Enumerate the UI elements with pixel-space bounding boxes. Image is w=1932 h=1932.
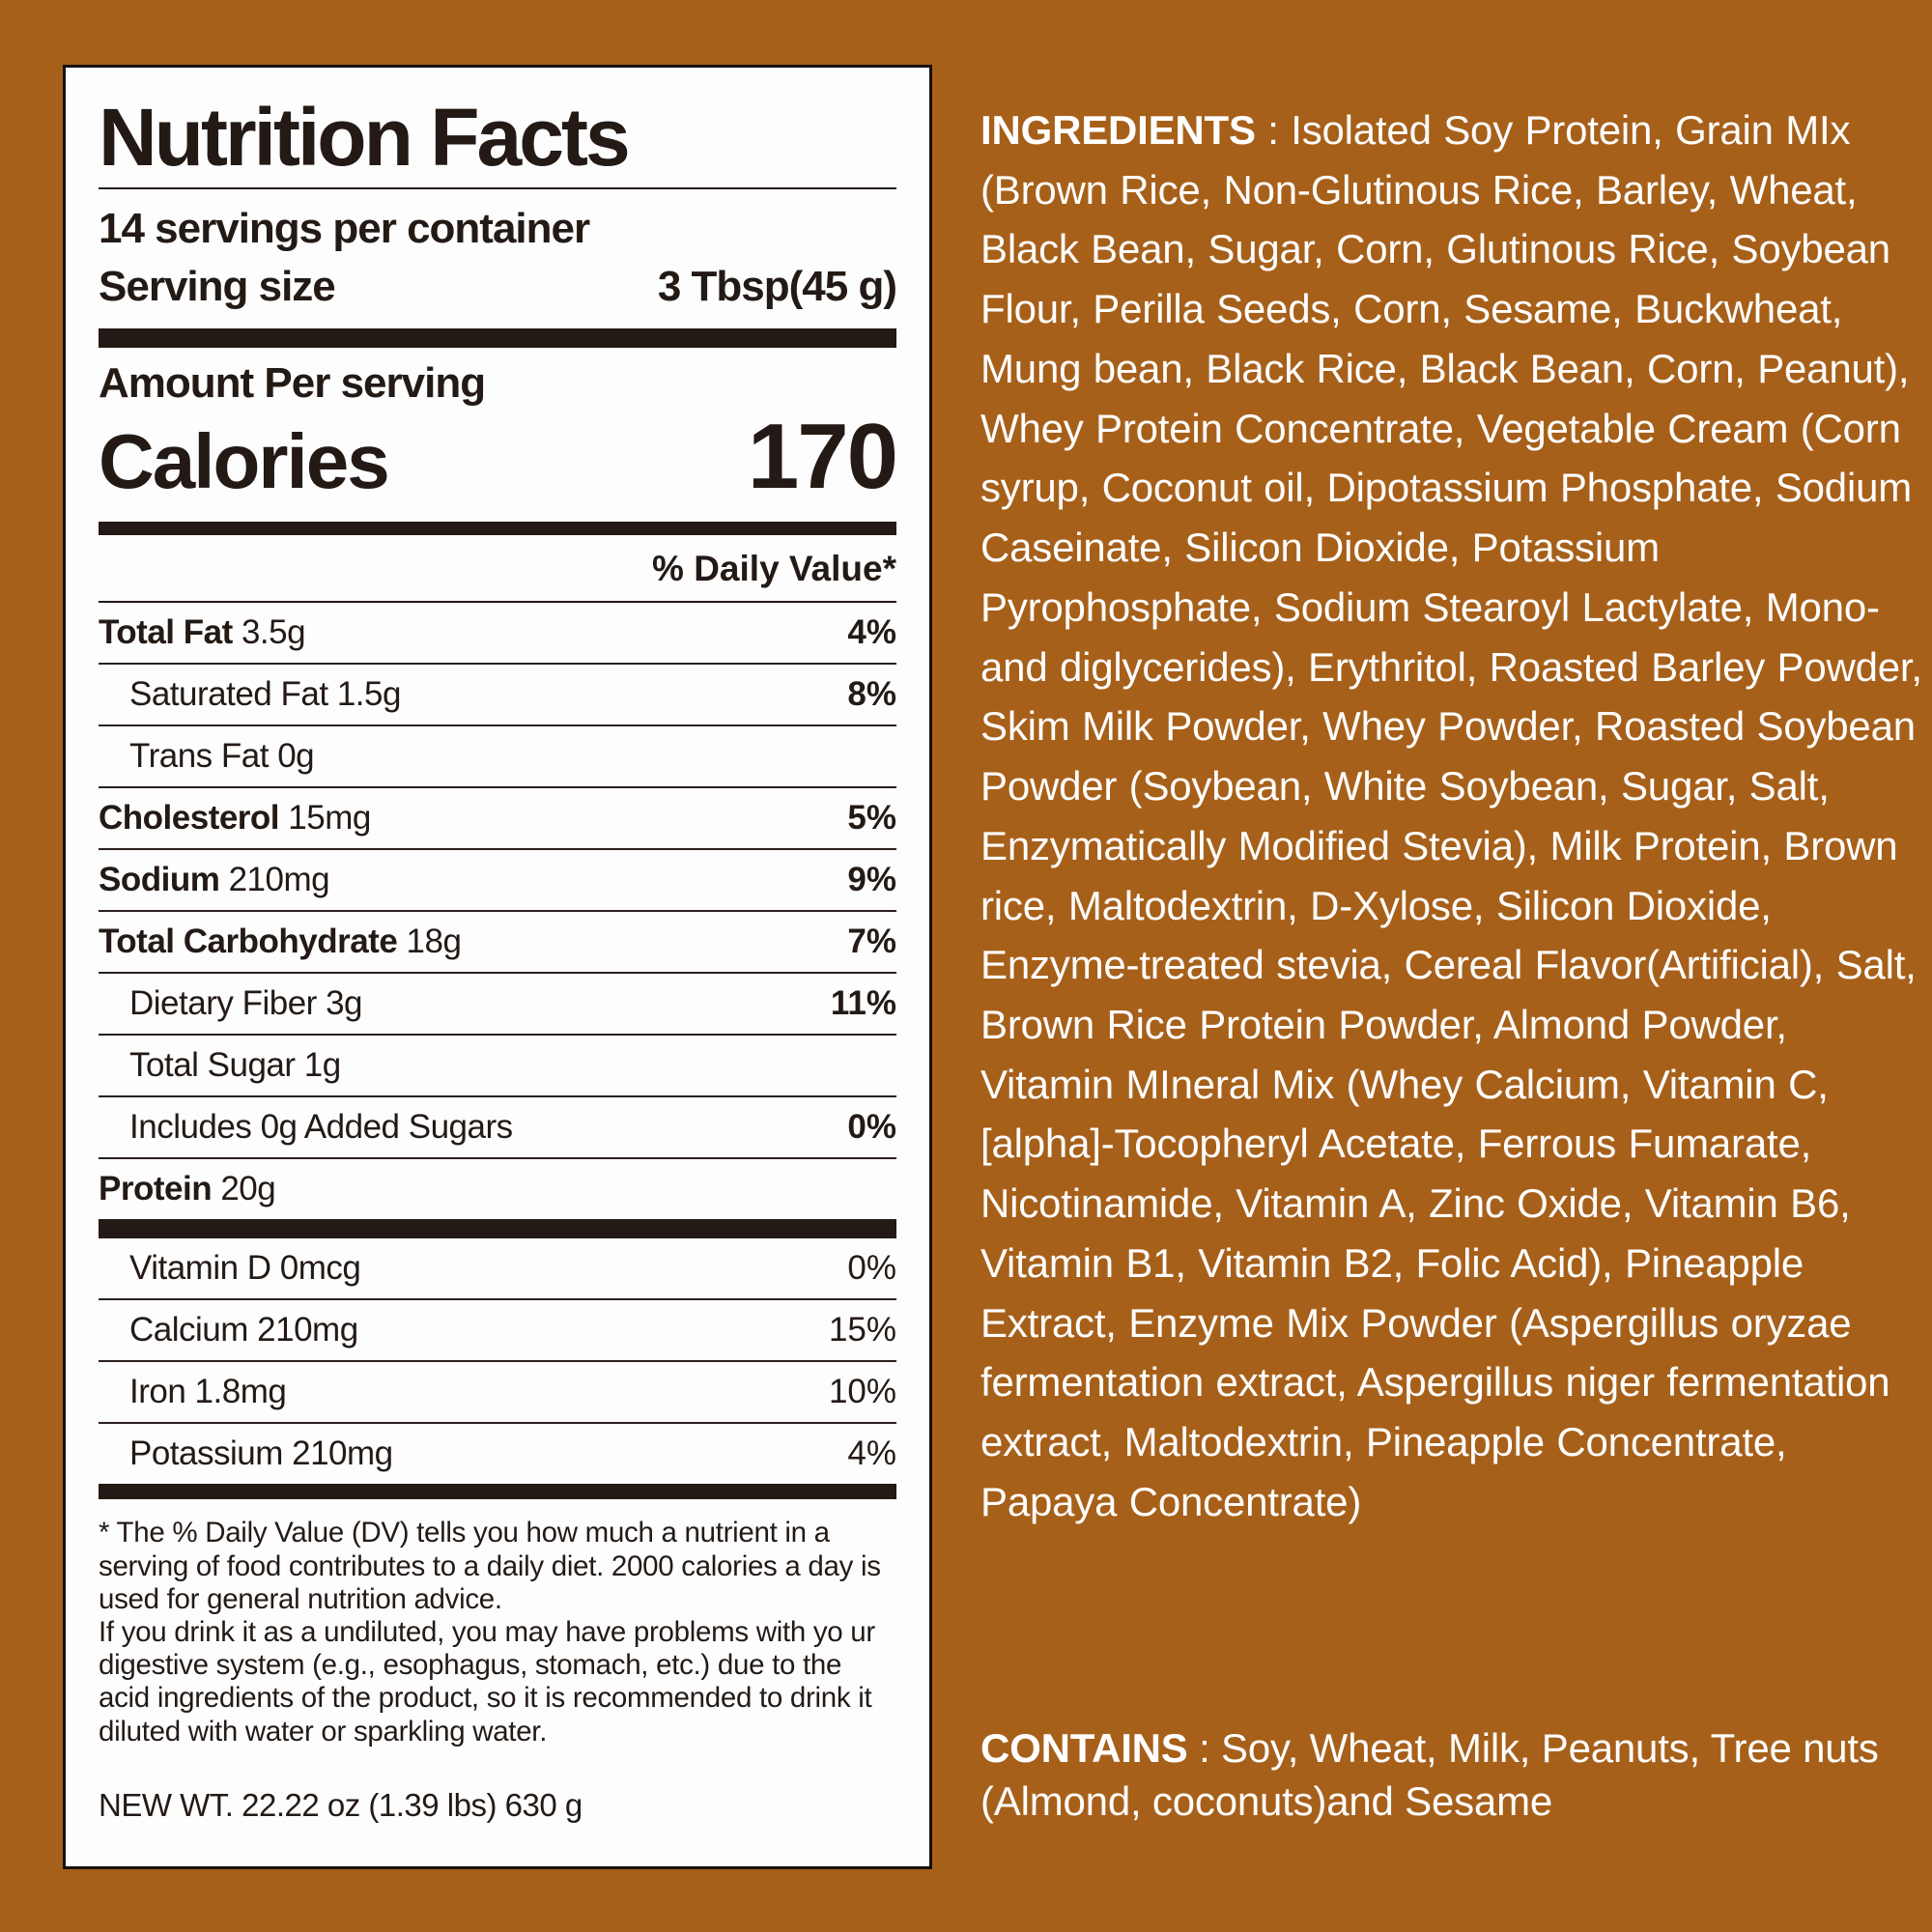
nutrient-dv: 5% (847, 799, 896, 838)
contains-list: Soy, Wheat, Milk, Peanuts, Tree nuts (Al… (980, 1725, 1879, 1825)
vitamin-rows: Vitamin D 0mcg 0% Calcium 210mg 15% Iron… (99, 1238, 896, 1484)
thick-divider-bar (99, 1484, 896, 1500)
nutrient-name: Total Sugar (129, 1046, 296, 1085)
nutrient-name: Cholesterol (99, 799, 280, 838)
ingredients-separator: : (1255, 107, 1292, 153)
ingredients-section: INGREDIENTS : Isolated Soy Protein, Grai… (980, 100, 1922, 1532)
serving-size-label: Serving size (99, 263, 336, 311)
ingredients-list: Isolated Soy Protein, Grain MIx (Brown R… (980, 107, 1922, 1524)
nutrient-row-dietary-fiber: Dietary Fiber 3g 11% (99, 974, 896, 1037)
nutrient-name: Saturated Fat (129, 675, 328, 714)
nutrient-dv: 8% (847, 675, 896, 714)
nutrient-amount: 3g (326, 984, 362, 1023)
nutrient-amount: 0g (277, 737, 315, 776)
nutrient-row-trans-fat: Trans Fat 0g (99, 726, 896, 789)
contains-separator: : (1187, 1725, 1222, 1771)
nutrient-amount: 3.5g (241, 613, 306, 652)
calories-label: Calories (99, 418, 390, 505)
nutrient-row-saturated-fat: Saturated Fat 1.5g 8% (99, 665, 896, 727)
nutrient-row-added-sugars: Includes 0g Added Sugars 0% (99, 1097, 896, 1160)
nutrient-dv: 7% (847, 923, 896, 961)
nutrient-name: Total Carbohydrate (99, 923, 398, 961)
nutrient-dv: 0% (847, 1108, 896, 1147)
calories-row: Calories 170 (99, 404, 898, 522)
nutrient-row-protein: Protein 20g (99, 1159, 896, 1219)
vitamin-row-iron: Iron 1.8mg 10% (99, 1362, 896, 1425)
vitamin-dv: 10% (828, 1373, 896, 1411)
nutrition-facts-panel: Nutrition Facts 14 servings per containe… (63, 65, 932, 1869)
servings-per-container: 14 servings per container (99, 205, 590, 253)
nutrient-amount: 1.5g (336, 675, 402, 714)
nutrient-row-total-sugar: Total Sugar 1g (99, 1036, 896, 1098)
serving-size-value: 3 Tbsp(45 g) (657, 263, 897, 311)
nutrient-dv: 9% (847, 861, 896, 899)
serving-size-row: Serving size 3 Tbsp(45 g) (99, 263, 897, 328)
nutrient-amount: 1g (303, 1046, 341, 1085)
contains-heading: CONTAINS (980, 1725, 1188, 1771)
mid-divider-bar (99, 522, 896, 536)
vitamin-dv: 15% (828, 1311, 896, 1350)
vitamin-row-potassium: Potassium 210mg 4% (99, 1424, 896, 1484)
nutrient-row-total-fat: Total Fat 3.5g 4% (99, 603, 896, 666)
daily-value-header: % Daily Value* (99, 535, 896, 604)
nutrient-name: Protein (99, 1170, 213, 1208)
nutrient-dv: 11% (830, 984, 896, 1023)
nutrient-dv: 4% (847, 613, 896, 652)
nutrient-name: Includes 0g Added Sugars (129, 1108, 513, 1147)
nutrient-row-sodium: Sodium 210mg 9% (99, 850, 896, 913)
vitamin-name: Vitamin D 0mcg (129, 1249, 361, 1288)
footnote-daily-value: * The % Daily Value (DV) tells you how m… (99, 1517, 881, 1615)
vitamin-row-calcium: Calcium 210mg 15% (99, 1300, 896, 1363)
nutrient-amount: 210mg (228, 861, 330, 899)
nutrient-amount: 15mg (288, 799, 371, 838)
contains-section: CONTAINS : Soy, Wheat, Milk, Peanuts, Tr… (980, 1721, 1922, 1829)
nutrient-name: Total Fat (99, 613, 233, 652)
amount-per-serving-label: Amount Per serving (99, 359, 486, 408)
nutrient-name: Sodium (99, 861, 220, 899)
calories-value: 170 (747, 405, 898, 509)
divider (99, 187, 896, 190)
footnote: * The % Daily Value (DV) tells you how m… (99, 1517, 896, 1748)
vitamin-name: Potassium 210mg (129, 1435, 393, 1473)
net-weight: NEW WT. 22.22 oz (1.39 lbs) 630 g (99, 1786, 582, 1823)
nutrition-facts-title: Nutrition Facts (99, 92, 631, 183)
thick-divider-bar (99, 1219, 896, 1239)
nutrient-name: Dietary Fiber (129, 984, 317, 1023)
ingredients-text: INGREDIENTS : Isolated Soy Protein, Grai… (980, 100, 1922, 1532)
ingredients-heading: INGREDIENTS (980, 107, 1256, 153)
nutrient-amount: 20g (220, 1170, 276, 1208)
vitamin-row-vitamin-d: Vitamin D 0mcg 0% (99, 1238, 896, 1301)
vitamin-name: Iron 1.8mg (129, 1373, 287, 1411)
nutrient-amount: 18g (406, 923, 462, 961)
nutrient-rows: Total Fat 3.5g 4% Saturated Fat 1.5g 8% … (99, 603, 896, 1219)
nutrient-name: Trans Fat (129, 737, 269, 776)
vitamin-dv: 0% (847, 1249, 896, 1288)
vitamin-name: Calcium 210mg (129, 1311, 358, 1350)
thick-divider-bar (99, 328, 896, 349)
nutrient-row-total-carbohydrate: Total Carbohydrate 18g 7% (99, 912, 896, 975)
vitamin-dv: 4% (847, 1435, 896, 1473)
footnote-dilution-warning: If you drink it as a undiluted, you may … (99, 1616, 875, 1747)
contains-text: CONTAINS : Soy, Wheat, Milk, Peanuts, Tr… (980, 1721, 1922, 1829)
nutrient-row-cholesterol: Cholesterol 15mg 5% (99, 788, 896, 851)
